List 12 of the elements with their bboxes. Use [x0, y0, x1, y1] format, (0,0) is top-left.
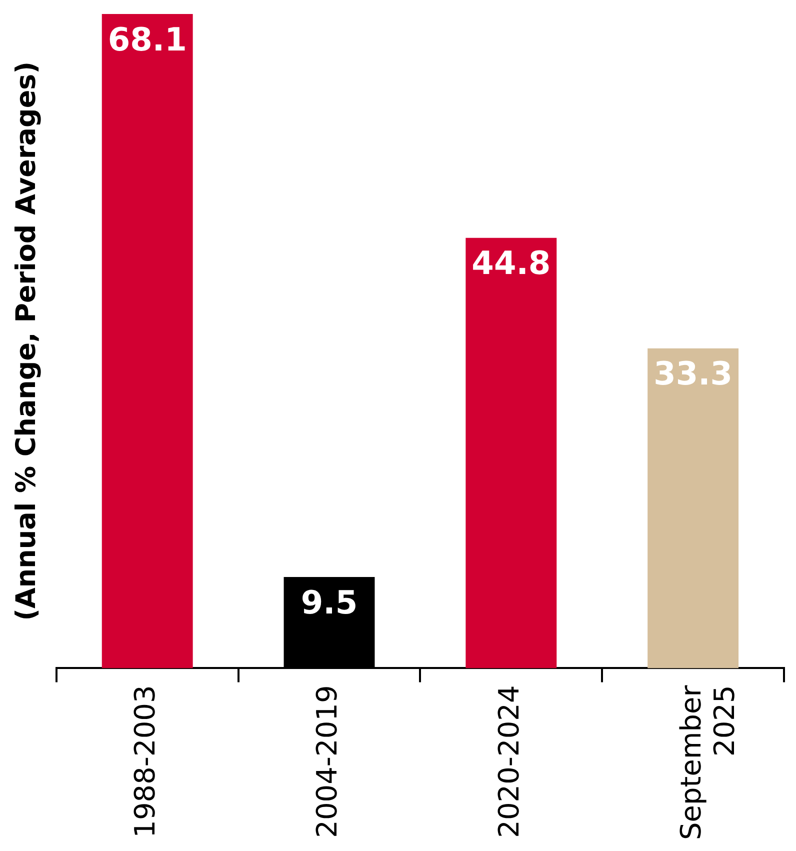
x-tick-label: 2020-2024 [492, 685, 526, 838]
x-tick-label: 2004-2019 [310, 685, 344, 838]
data-label: 9.5 [300, 583, 358, 622]
data-label: 33.3 [654, 354, 733, 393]
bar [466, 238, 557, 668]
bar [102, 14, 193, 668]
data-label: 44.8 [472, 244, 551, 282]
x-tick-label: September 2025 [674, 684, 741, 840]
data-label: 68.1 [108, 20, 187, 58]
y-axis-title: (Annual % Change, Period Averages) [11, 61, 42, 621]
bar [648, 348, 739, 668]
x-tick-label: 1988-2003 [128, 685, 162, 838]
